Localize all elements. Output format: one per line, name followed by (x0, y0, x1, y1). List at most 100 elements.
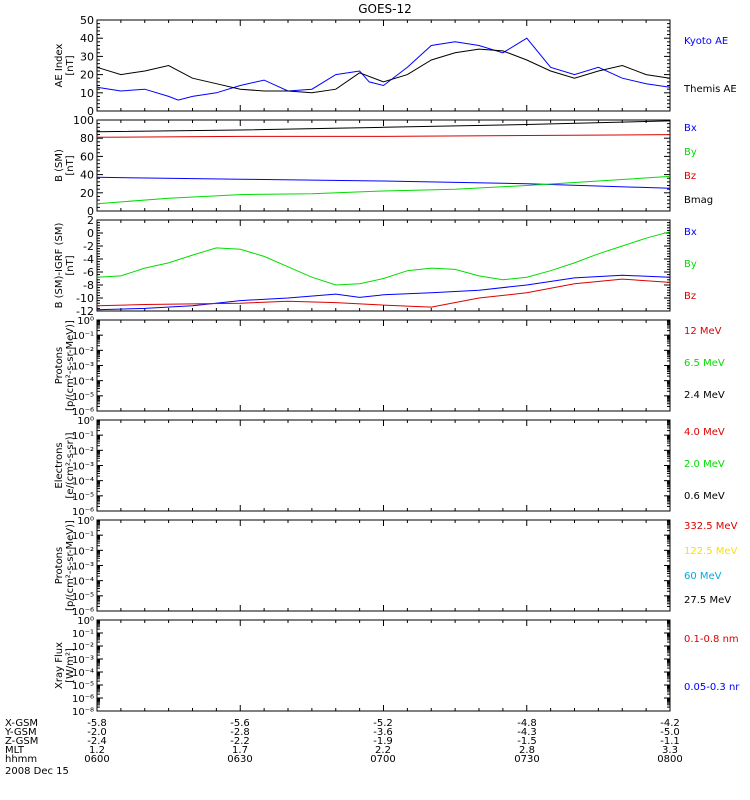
series-line-bz (96, 278, 671, 308)
footer-value: 2.8 (519, 745, 535, 756)
y-tick-label: 10⁻¹ (72, 431, 94, 442)
y-tick-label: 10⁻⁶ (72, 607, 94, 618)
footer-value: -4.3 (517, 727, 537, 738)
panel-5: 10⁻⁶ 10⁻⁵ 10⁻⁴ 10⁻³ 10⁻² 10⁻¹ 10⁰Electrons[e/(… (54, 416, 725, 518)
y-tick-label: 40 (80, 169, 94, 182)
footer-value: -1.1 (660, 736, 680, 747)
y-tick-label: 10⁻⁴ (72, 668, 94, 679)
legend-label: 6.5 MeV (684, 358, 725, 369)
y-tick-label: 10⁻¹ (72, 331, 94, 342)
footer-value: -5.2 (373, 718, 393, 729)
panel-3: -12-10-8-6-4-202 B (SM)-IGRF (SM)[nT] Bx By… (54, 214, 697, 318)
y-tick-label: 10⁻³ (72, 655, 94, 666)
y-tick-label: -6 (83, 266, 94, 279)
footer-value: -2.0 (87, 727, 107, 738)
footer-value: 0700 (370, 754, 395, 765)
series-line-by (96, 175, 671, 205)
y-tick-label: 10⁻² (72, 446, 94, 457)
panel-frame (96, 219, 671, 312)
footer-value: 0730 (514, 754, 539, 765)
footer-value: -2.4 (87, 736, 107, 747)
y-axis-label: B (SM)[nT] (54, 149, 76, 182)
footer-value: -2.8 (230, 727, 250, 738)
y-tick-label: 10⁻⁵ (72, 592, 94, 603)
footer-row-label: Y-GSM (4, 727, 37, 738)
y-tick-label: 10⁻² (72, 346, 94, 357)
series-line-bmag (96, 120, 671, 133)
y-tick-label: 10⁻⁵ (72, 392, 94, 403)
footer-value: 0630 (227, 754, 252, 765)
legend-label: 4.0 MeV (684, 427, 725, 438)
series-line-themis-ae (96, 48, 671, 94)
footer-value: 1.7 (232, 745, 248, 756)
y-tick-label: 60 (80, 150, 94, 163)
footer-row-label: Z-GSM (5, 736, 38, 747)
y-tick-label: 10⁻⁶ (72, 694, 94, 705)
footer-row-label: MLT (5, 745, 25, 756)
y-tick-label: -4 (83, 253, 94, 266)
legend-label: Bz (684, 171, 696, 182)
y-tick-label: 20 (80, 187, 94, 200)
footer-value: -4.2 (660, 718, 680, 729)
y-tick-label: 10⁻² (72, 546, 94, 557)
figure-title: GOES-12 (358, 2, 412, 16)
y-tick-label: 10⁻¹ (72, 629, 94, 640)
y-tick-label: -8 (83, 279, 94, 292)
y-tick-label: 10⁰ (77, 616, 94, 627)
y-tick-label: 10⁻⁴ (72, 377, 94, 388)
panel-frame (96, 419, 671, 512)
legend-label: Themis AE (683, 84, 737, 95)
legend-label: 12 MeV (684, 326, 722, 337)
y-tick-label: 40 (80, 32, 94, 45)
y-tick-label: 100 (73, 114, 94, 127)
y-tick-label: 10⁻⁴ (72, 477, 94, 488)
y-axis-label: Protons[p/(cm²-s-sr-MeV)] (54, 320, 76, 411)
legend-label: Bz (684, 291, 696, 302)
y-tick-label: 80 (80, 132, 94, 145)
legend-label: By (684, 259, 697, 270)
footer-value: -1.9 (373, 736, 393, 747)
series-line-by (96, 231, 671, 286)
y-tick-label: 10⁻⁶ (72, 507, 94, 518)
y-tick-label: 10⁰ (77, 416, 94, 427)
y-axis-label: B (SM)-IGRF (SM)[nT] (54, 223, 76, 309)
y-tick-label: 0 (87, 205, 94, 218)
footer-row-label: hhmm (5, 754, 37, 765)
legend-label: 0.1-0.8 nm (684, 634, 739, 645)
series-line-bx (96, 274, 671, 311)
y-tick-label: 10⁻⁵ (72, 492, 94, 503)
y-tick-label: 10⁻⁶ (72, 407, 94, 418)
legend-label: Kyoto AE (684, 36, 728, 47)
y-tick-label: 0 (87, 227, 94, 240)
series-line-bz (96, 134, 671, 138)
y-tick-label: 10⁻⁴ (72, 577, 94, 588)
panel-4: 10⁻⁶ 10⁻⁵ 10⁻⁴ 10⁻³ 10⁻² 10⁻¹ 10⁰Protons[p/(cm… (54, 316, 725, 418)
y-tick-label: 10⁻⁵ (72, 681, 94, 692)
footer-value: 0800 (657, 754, 682, 765)
y-tick-label: 10⁻² (72, 642, 94, 653)
y-axis-label: Electrons[e/(cm²-s-sr)] (54, 432, 76, 498)
panel-7: 10⁻⁸ 10⁻⁶ 10⁻⁵ 10⁻⁴ 10⁻³ 10⁻² 10⁻¹ 10⁰ Xray Flux… (54, 616, 740, 718)
footer-value: -5.8 (87, 718, 107, 729)
orbit-footer: X-GSM -5.8 -5.6 -5.2 -4.8 -4.2 Y-GSM -2.0 -2.8 -3… (4, 718, 683, 777)
y-tick-label: 0 (87, 105, 94, 118)
footer-value: 1.2 (89, 745, 105, 756)
legend-label: 27.5 MeV (684, 595, 731, 606)
panel-2: 0 20 40 60 80 100 B (SM)[nT] Bx By Bz Bmag (54, 114, 713, 218)
y-tick-label: 10⁻³ (72, 562, 94, 573)
footer-value: -1.5 (517, 736, 537, 747)
y-tick-label: -2 (83, 240, 94, 253)
legend-label: 332.5 MeV (684, 521, 738, 532)
footer-value: -5.6 (230, 718, 250, 729)
footer-value: 2.2 (375, 745, 391, 756)
footer-row-label: X-GSM (5, 718, 38, 729)
y-tick-label: -10 (76, 292, 94, 305)
panel-frame (96, 619, 671, 712)
y-tick-label: 2 (87, 214, 94, 227)
y-tick-label: 10⁻³ (72, 462, 94, 473)
y-tick-label: 10 (80, 87, 94, 100)
legend-label: Bx (684, 123, 697, 134)
footer-value: 3.3 (662, 745, 678, 756)
legend-label: 60 MeV (684, 571, 722, 582)
